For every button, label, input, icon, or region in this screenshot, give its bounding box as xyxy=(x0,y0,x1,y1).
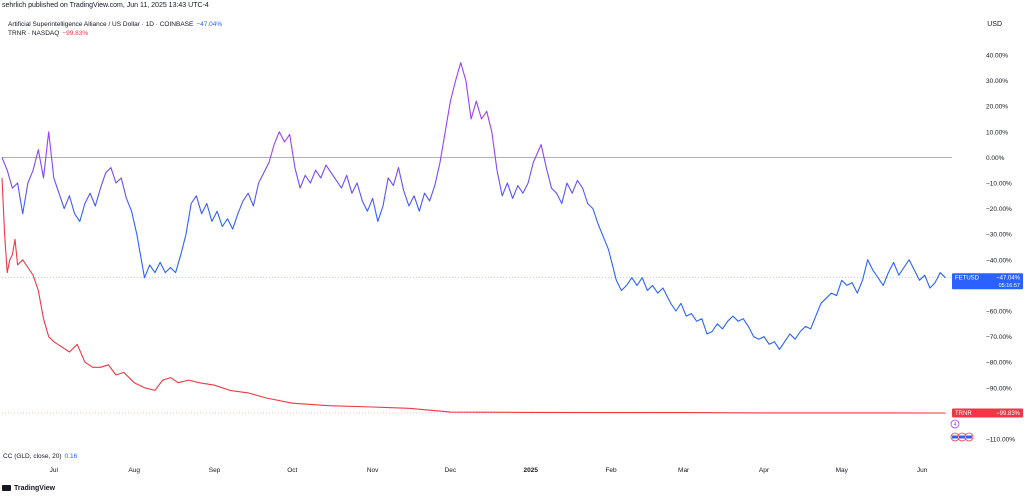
legend-fetusd[interactable]: Artificial Superintelligence Alliance / … xyxy=(8,21,222,28)
y-tick-label: −80.00% xyxy=(986,360,1012,367)
publisher-line: sehrlich published on TradingView.com, J… xyxy=(2,2,209,9)
price-label-value: −47.04% xyxy=(996,276,1021,282)
legend-fetusd-label: Artificial Superintelligence Alliance / … xyxy=(8,21,194,28)
x-tick-label: Jun xyxy=(917,467,928,474)
x-tick-label: Oct xyxy=(287,467,297,474)
tradingview-icon xyxy=(2,485,11,492)
price-label-countdown: 05:16:57 xyxy=(999,283,1020,289)
event-marker-label: 4 xyxy=(954,422,957,428)
event-marker-circle xyxy=(950,419,960,429)
y-tick-label: −30.00% xyxy=(986,232,1012,239)
price-label-bg xyxy=(952,408,1023,418)
series-lines xyxy=(1,62,952,414)
y-tick-label: −40.00% xyxy=(986,257,1012,264)
indicator-label: CC (GLD, close, 20) xyxy=(3,453,62,460)
x-tick-label: Dec xyxy=(445,467,457,474)
price-label-trnr: TRNR −99.83% xyxy=(952,408,1023,418)
indicator-value: 0.16 xyxy=(64,453,78,460)
x-tick-label: 2025 xyxy=(523,467,538,474)
event-marker: 4 xyxy=(950,419,960,429)
flag-icon xyxy=(964,432,974,442)
tradingview-logo[interactable]: TradingView xyxy=(2,485,55,492)
x-tick-label: Mar xyxy=(678,467,690,474)
y-tick-label: 10.00% xyxy=(986,129,1008,136)
y-tick-label: 0.00% xyxy=(986,155,1005,162)
flag-icon-band xyxy=(959,435,965,439)
price-labels: FETUSD −47.04%05:16:57 TRNR −99.83% 4 xyxy=(950,273,1023,442)
y-axis: 40.00% 30.00% 20.00% 10.00% 0.00% −10.00% −20.… xyxy=(986,53,1016,444)
price-label-symbol: TRNR xyxy=(955,411,972,417)
x-tick-label: Apr xyxy=(759,467,770,474)
y-tick-label: −70.00% xyxy=(986,334,1012,341)
flag-icon-band xyxy=(952,435,958,439)
y-tick-label: −90.00% xyxy=(986,385,1012,392)
y-tick-label: 20.00% xyxy=(986,104,1008,111)
x-tick-label: Jul xyxy=(50,467,59,474)
flag-icon xyxy=(950,432,960,442)
x-tick-label: Nov xyxy=(367,467,379,474)
x-tick-label: May xyxy=(836,467,849,474)
price-label-fetusd: FETUSD −47.04%05:16:57 xyxy=(952,273,1023,290)
footer-brand: TradingView xyxy=(14,485,56,492)
flag-icon-band xyxy=(966,435,972,439)
x-tick-label: Feb xyxy=(605,467,617,474)
x-axis: Jul Aug Sep Oct Nov Dec 2025 Feb Mar Apr May Jun xyxy=(50,467,928,474)
y-tick-label: 30.00% xyxy=(986,78,1008,85)
x-tick-label: Aug xyxy=(128,467,140,474)
legend-fetusd-value: −47.04% xyxy=(196,21,223,28)
y-tick-label: −20.00% xyxy=(986,206,1012,213)
currency-label[interactable]: USD xyxy=(987,21,1002,28)
price-label-value: −99.83% xyxy=(996,411,1021,417)
legend-trnr-label: TRNR · NASDAQ xyxy=(8,30,60,37)
legend-trnr[interactable]: TRNR · NASDAQ −99.83% xyxy=(8,30,88,37)
series-line-trnr xyxy=(1,177,946,414)
indicator-pane[interactable]: CC (GLD, close, 20) 0.16 xyxy=(3,453,77,460)
price-label-symbol: FETUSD xyxy=(955,276,980,282)
y-tick-label: −110.00% xyxy=(986,437,1015,444)
y-tick-label: 40.00% xyxy=(986,53,1008,60)
x-tick-label: Sep xyxy=(209,467,221,474)
series-line-fetusd xyxy=(1,62,946,350)
price-label-bg xyxy=(952,273,1023,290)
legend-trnr-value: −99.83% xyxy=(62,30,89,37)
y-tick-label: −10.00% xyxy=(986,181,1012,188)
y-tick-label: −60.00% xyxy=(986,309,1012,316)
